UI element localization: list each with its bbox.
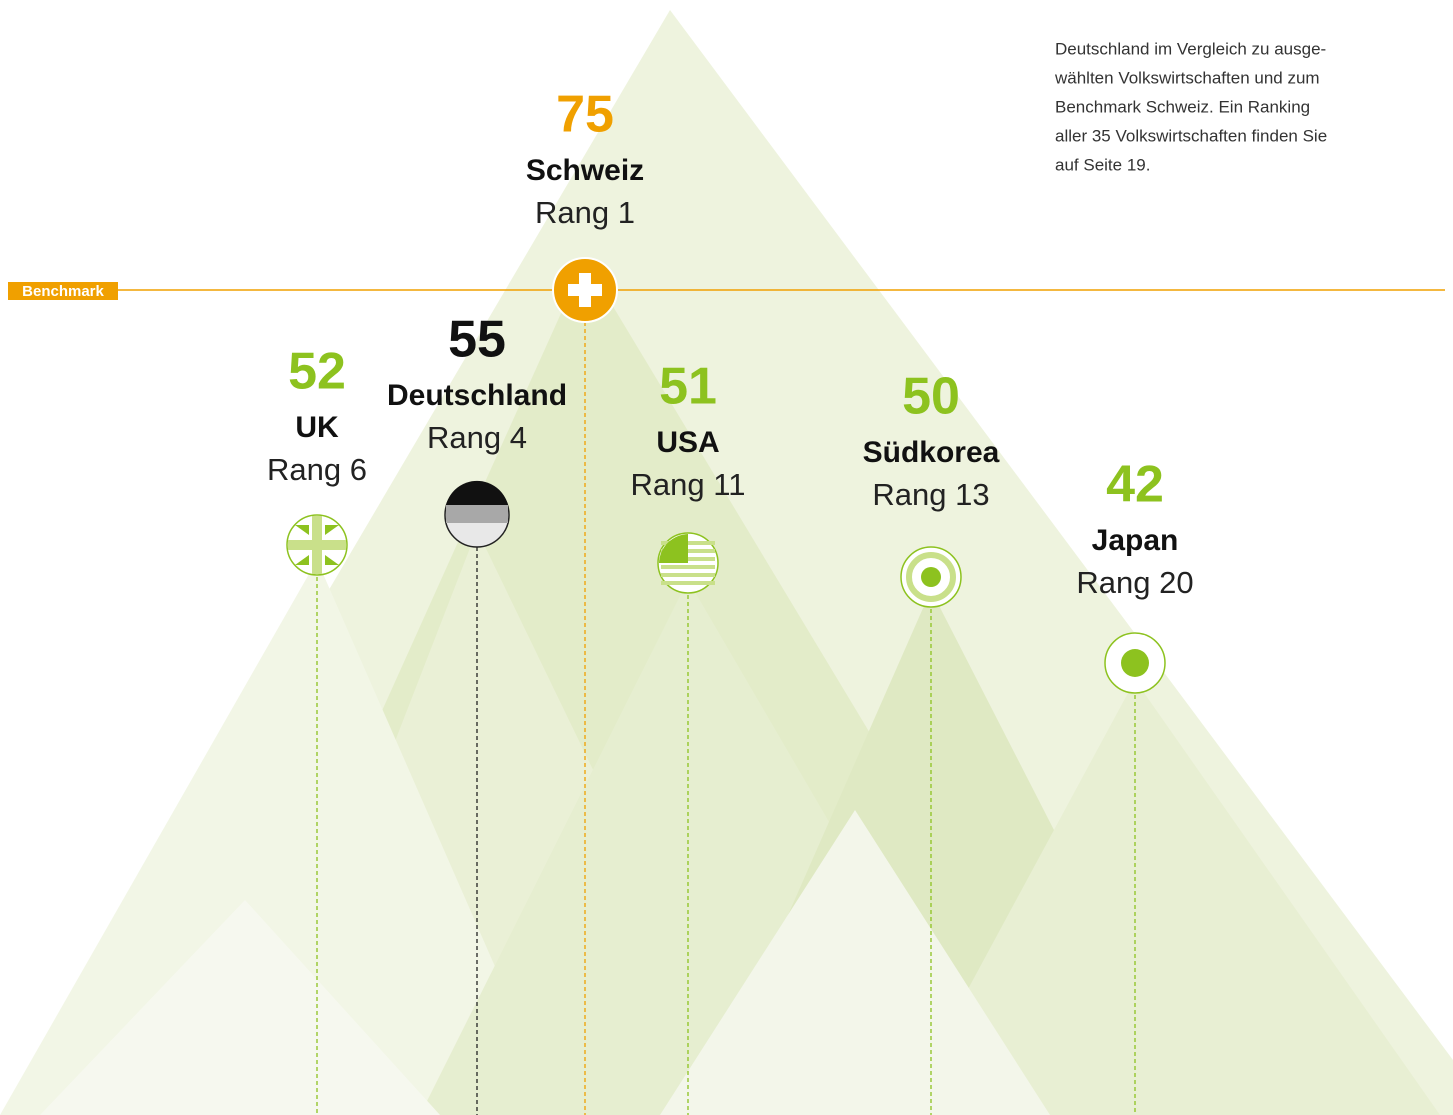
rank: Rang 20 (1076, 565, 1193, 600)
country-name: Südkorea (863, 436, 1000, 469)
score: 50 (902, 368, 960, 426)
description: Deutschland im Vergleich zu ausge-wählte… (1054, 39, 1327, 174)
countries: 52 UK Rang 6 55 Deutschland Rang 4 75 Schweiz Ra… (267, 86, 1194, 1115)
score: 55 (448, 311, 506, 369)
description-line: Benchmark Schweiz. Ein Ranking (1055, 97, 1310, 116)
flag-canton (659, 534, 688, 563)
flag-stripe (446, 480, 508, 505)
rank: Rang 4 (427, 420, 527, 455)
flag-cross (568, 284, 602, 296)
rank: Rang 1 (535, 195, 635, 230)
flag-taeguk (921, 567, 941, 587)
mountain (660, 810, 1050, 1115)
flag-dot (1121, 649, 1149, 677)
flag-cross (288, 540, 346, 550)
rank: Rang 13 (872, 477, 989, 512)
mountain (900, 680, 1440, 1115)
mountain (0, 560, 560, 1115)
rank: Rang 6 (267, 452, 367, 487)
country-name: Schweiz (526, 154, 644, 187)
score: 42 (1106, 456, 1164, 514)
mountains (0, 10, 1453, 1115)
benchmark-badge (8, 282, 118, 300)
description-line: wählten Volkswirtschaften und zum (1054, 68, 1320, 87)
score: 75 (556, 86, 614, 144)
flag-stripe (661, 565, 715, 569)
score: 52 (288, 343, 346, 401)
description-line: Deutschland im Vergleich zu ausge- (1055, 39, 1326, 58)
flag-stripe (446, 505, 508, 523)
flag-stripe (661, 581, 715, 585)
score: 51 (659, 358, 717, 416)
country-name: USA (656, 426, 719, 459)
country-name: Deutschland (387, 379, 567, 412)
benchmark-label: Benchmark (22, 283, 104, 300)
flag-stripe (661, 573, 715, 577)
mountain (40, 900, 440, 1115)
country-name: UK (295, 411, 339, 444)
rank: Rang 11 (631, 467, 746, 502)
flag-ring (906, 552, 956, 602)
description-line: aller 35 Volkswirtschaften finden Sie (1055, 126, 1327, 145)
country-name: Japan (1092, 524, 1179, 557)
description-line: auf Seite 19. (1055, 155, 1150, 174)
